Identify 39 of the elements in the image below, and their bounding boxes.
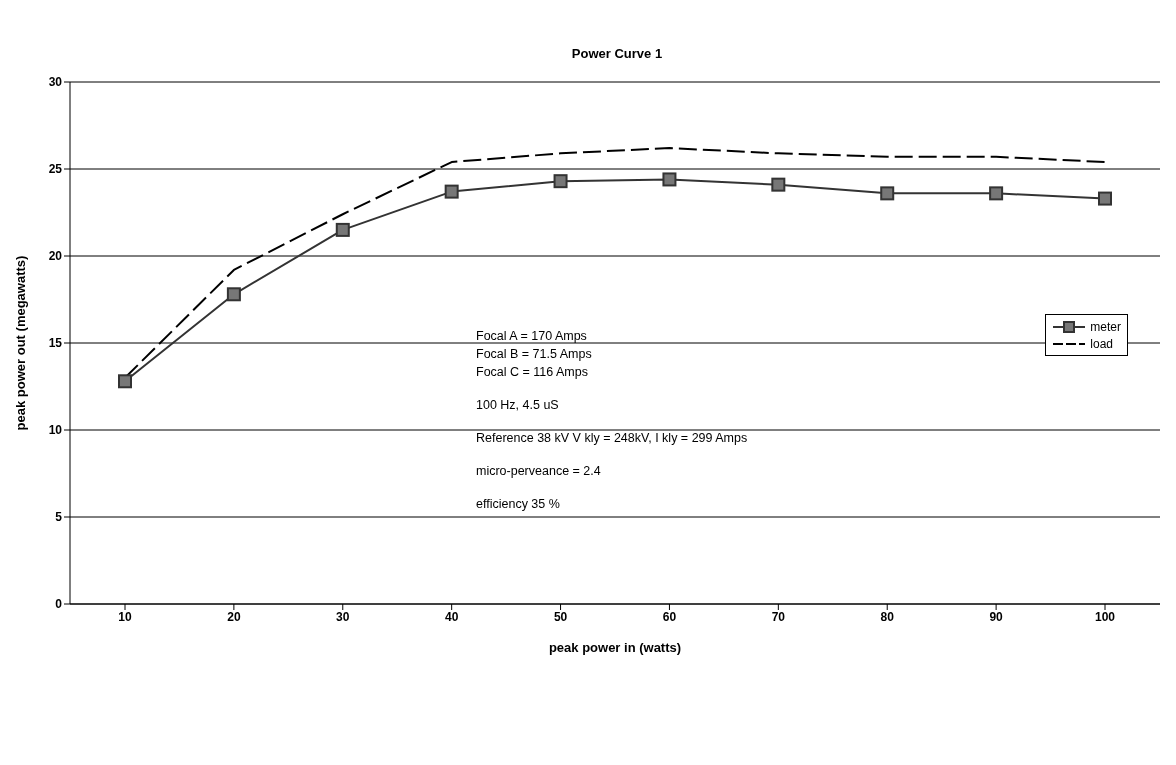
x-tick-label: 100 bbox=[1094, 609, 1116, 624]
point bbox=[335, 222, 350, 237]
annotation: Reference 38 kV V kly = 248kV, I kly = 299 Amps bbox=[476, 430, 748, 446]
x-tick-label: 30 bbox=[336, 609, 350, 624]
x-tick-label: 90 bbox=[989, 609, 1004, 624]
point bbox=[118, 374, 132, 389]
point bbox=[662, 172, 677, 187]
x-tick-label: 80 bbox=[880, 609, 895, 624]
y-tick-label: 0 bbox=[55, 597, 63, 612]
annotation: Focal A = 170 Amps bbox=[476, 328, 588, 344]
x-tick-label: 60 bbox=[662, 609, 677, 624]
x-axis-title: peak power in (watts) bbox=[548, 640, 682, 655]
y-tick-label: 15 bbox=[48, 336, 63, 351]
y-tick-label: 25 bbox=[48, 162, 63, 177]
point bbox=[553, 174, 568, 189]
point bbox=[226, 287, 241, 302]
y-tick-label: 30 bbox=[48, 75, 63, 90]
point bbox=[1098, 191, 1112, 206]
x-tick-label: 50 bbox=[553, 609, 568, 624]
annotation: Focal B = 71.5 Amps bbox=[476, 346, 593, 362]
point bbox=[771, 177, 786, 192]
annotation: micro-perveance = 2.4 bbox=[476, 463, 602, 479]
annotation: 100 Hz, 4.5 uS bbox=[476, 397, 560, 413]
x-tick-label: 20 bbox=[227, 609, 241, 624]
y-tick-label: 20 bbox=[48, 249, 63, 264]
legend-label: load bbox=[1090, 336, 1113, 351]
legend-label: meter bbox=[1090, 319, 1121, 334]
chart-title: Power Curve 1 bbox=[570, 46, 664, 61]
point bbox=[989, 186, 1004, 201]
x-tick-label: 70 bbox=[771, 609, 786, 624]
y-tick-label: 10 bbox=[48, 423, 63, 438]
annotation: Focal C = 116 Amps bbox=[476, 364, 589, 380]
annotation: efficiency 35 % bbox=[476, 496, 561, 512]
point bbox=[444, 184, 459, 199]
y-tick-label: 5 bbox=[55, 510, 63, 525]
y-axis-title: peak power out (megawatts) bbox=[12, 255, 28, 431]
point bbox=[880, 186, 895, 201]
x-tick-label: 40 bbox=[444, 609, 459, 624]
x-tick-label: 10 bbox=[118, 609, 132, 624]
